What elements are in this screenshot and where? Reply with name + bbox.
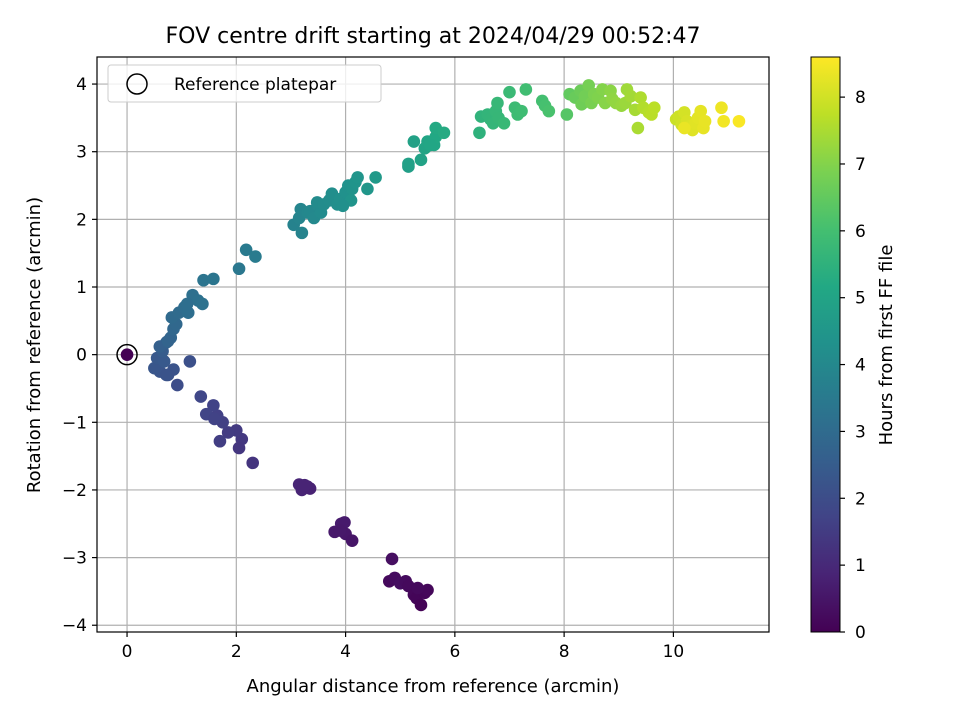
data-point xyxy=(207,399,220,412)
data-point xyxy=(157,355,171,368)
data-point xyxy=(421,583,434,597)
data-point xyxy=(402,157,415,171)
data-point xyxy=(232,441,246,455)
data-point xyxy=(295,226,309,240)
colorbar-tick-label: 2 xyxy=(855,489,866,509)
data-point xyxy=(647,101,661,115)
colorbar-label: Hours from first FF file xyxy=(876,245,897,446)
chart-title: FOV centre drift starting at 2024/04/29 … xyxy=(166,24,701,49)
data-point xyxy=(542,104,556,118)
data-point xyxy=(194,390,208,403)
data-point xyxy=(423,138,437,152)
data-point xyxy=(161,334,175,348)
legend-entry-label: Reference platepar xyxy=(174,75,336,95)
data-point xyxy=(385,552,399,566)
colorbar-tick-label: 4 xyxy=(855,356,866,376)
data-point xyxy=(336,199,350,213)
y-tick-label: 0 xyxy=(76,346,87,366)
legend-box xyxy=(107,64,382,103)
x-axis-ticks: 0 2 4 6 8 10 xyxy=(122,632,685,662)
y-tick-label: 3 xyxy=(76,143,87,163)
grid-lines xyxy=(97,57,769,632)
plot-area-frame xyxy=(96,56,770,633)
y-tick-label: 1 xyxy=(76,278,87,298)
data-point xyxy=(120,348,134,361)
data-point xyxy=(148,361,161,375)
data-point xyxy=(298,478,311,492)
data-point xyxy=(473,126,486,140)
data-point xyxy=(183,355,197,368)
colorbar-tick-label: 3 xyxy=(855,422,866,442)
data-point xyxy=(196,297,209,311)
colorbar-tick-label: 0 xyxy=(855,623,866,643)
data-point xyxy=(197,273,210,287)
data-point xyxy=(369,171,382,184)
x-tick-label: 2 xyxy=(231,642,242,662)
colorbar-tick-label: 8 xyxy=(855,88,866,108)
colorbar-ticks: 0 1 2 3 4 5 6 7 8 xyxy=(840,88,866,643)
data-point xyxy=(560,108,574,121)
data-point xyxy=(207,272,220,286)
y-tick-label: −1 xyxy=(62,413,87,433)
legend-reference-marker xyxy=(126,73,148,95)
data-point xyxy=(333,524,347,537)
data-point xyxy=(351,171,364,184)
y-axis-ticks: −4 −3 −2 −1 0 1 2 3 4 xyxy=(62,75,97,636)
data-point xyxy=(411,581,425,595)
x-tick-label: 6 xyxy=(449,642,460,662)
data-point xyxy=(171,378,184,392)
reference-platepar-marker xyxy=(116,343,138,366)
data-point xyxy=(232,262,246,276)
data-point xyxy=(715,101,728,115)
data-point xyxy=(361,182,374,196)
y-tick-label: −4 xyxy=(62,616,87,636)
colorbar-tick-label: 1 xyxy=(855,556,866,576)
data-point xyxy=(437,126,451,140)
data-point xyxy=(414,153,428,167)
data-point xyxy=(246,456,260,470)
colorbar xyxy=(810,56,841,633)
y-axis-label: Rotation from reference (arcmin) xyxy=(24,197,45,493)
x-tick-label: 10 xyxy=(663,642,685,662)
data-point xyxy=(345,534,359,547)
y-tick-label: 4 xyxy=(76,75,87,95)
data-point xyxy=(678,121,691,135)
x-tick-label: 4 xyxy=(340,642,351,662)
data-point xyxy=(407,135,421,148)
data-point xyxy=(515,104,528,118)
colorbar-tick-label: 7 xyxy=(855,155,866,175)
data-point xyxy=(694,104,708,118)
colorbar-tick-label: 5 xyxy=(855,289,866,309)
data-point xyxy=(208,412,221,426)
data-point xyxy=(213,434,227,448)
data-point xyxy=(180,297,194,311)
y-tick-label: 2 xyxy=(76,210,87,230)
y-tick-label: −3 xyxy=(62,549,87,569)
data-points xyxy=(116,79,746,612)
data-point xyxy=(624,89,638,103)
data-point xyxy=(249,250,262,263)
data-point xyxy=(519,83,533,96)
x-tick-label: 8 xyxy=(559,642,570,662)
data-point xyxy=(414,598,428,612)
colorbar-tick-label: 6 xyxy=(855,222,866,242)
data-point xyxy=(221,426,235,439)
data-point xyxy=(503,85,516,99)
data-point xyxy=(239,243,253,257)
data-point xyxy=(698,114,712,128)
data-point xyxy=(497,116,511,130)
y-tick-label: −2 xyxy=(62,481,87,501)
x-axis-label: Angular distance from reference (arcmin) xyxy=(247,676,620,697)
data-point xyxy=(634,91,647,104)
data-point xyxy=(631,121,645,135)
legend: Reference platepar xyxy=(107,64,382,103)
x-tick-label: 0 xyxy=(122,642,133,662)
data-point xyxy=(160,368,173,382)
data-point xyxy=(732,114,746,128)
data-point xyxy=(491,96,504,110)
data-point xyxy=(717,114,730,128)
